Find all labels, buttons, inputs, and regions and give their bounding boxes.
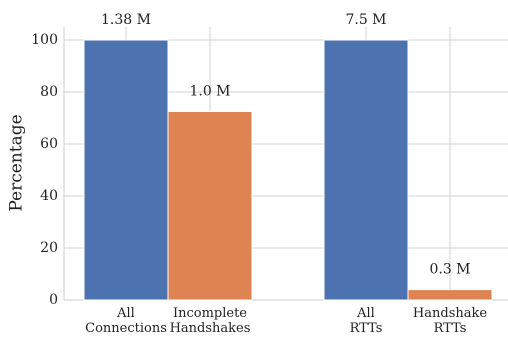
- y-tick-label: 20: [40, 240, 58, 256]
- y-tick-label: 0: [49, 292, 58, 308]
- bar: [167, 111, 253, 301]
- bar: [407, 289, 493, 301]
- bar: [83, 39, 169, 301]
- bar-annotation: 1.38 M: [101, 12, 151, 28]
- x-tick-label: Incomplete Handshakes: [170, 306, 251, 336]
- bar: [323, 39, 409, 301]
- y-tick-label: 40: [40, 188, 58, 204]
- bar-annotation: 7.5 M: [345, 12, 386, 28]
- x-tick-label: All RTTs: [350, 306, 383, 336]
- bar-annotation: 1.0 M: [189, 84, 230, 100]
- x-tick-label: Handshake RTTs: [413, 306, 487, 336]
- bar-annotation: 0.3 M: [429, 262, 470, 278]
- x-tick-label: All Connections: [85, 306, 167, 336]
- y-axis-label: Percentage: [7, 114, 27, 211]
- y-tick-label: 100: [31, 32, 58, 48]
- y-tick-label: 80: [40, 84, 58, 100]
- y-tick-label: 60: [40, 136, 58, 152]
